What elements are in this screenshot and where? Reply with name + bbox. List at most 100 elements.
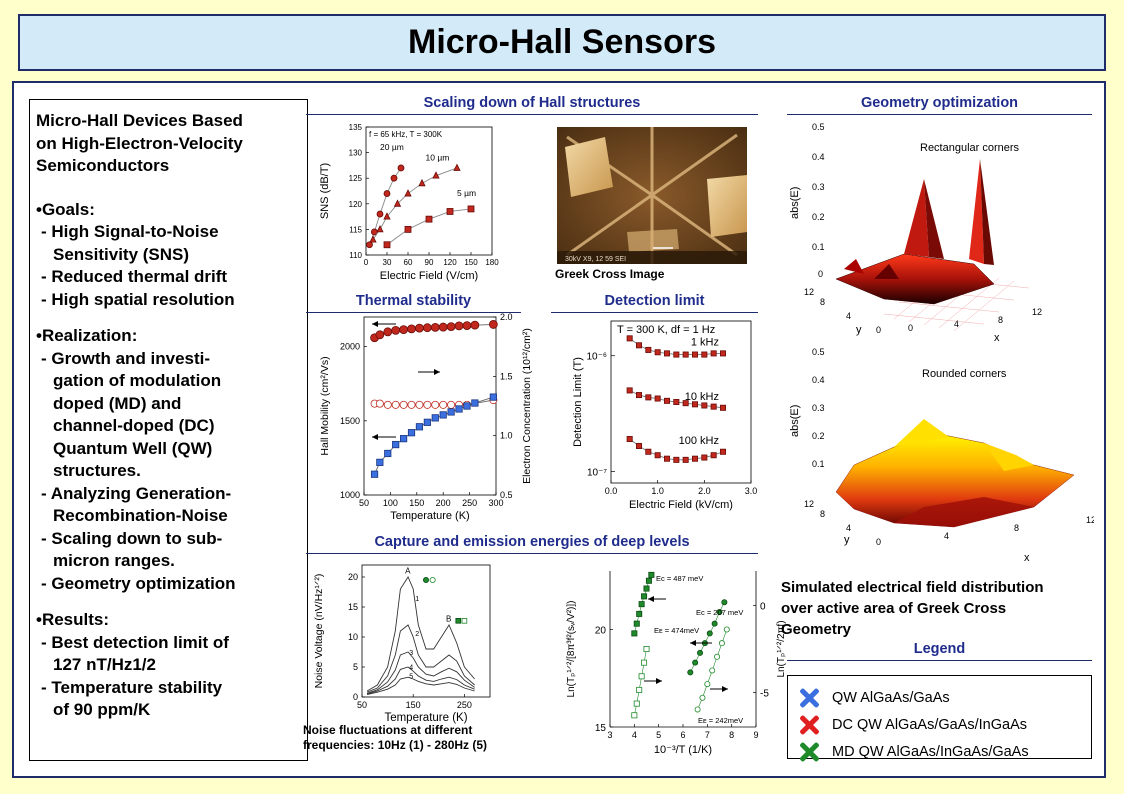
x-tick-label: 3.0 — [745, 486, 758, 496]
legend-item-dc-qw: DC QW AlGaAs/GaAs/InGaAs — [798, 711, 1091, 738]
data-point — [454, 321, 464, 331]
plot-frame — [363, 316, 497, 496]
data-point — [393, 199, 402, 207]
series-label: 10 µm — [426, 152, 450, 162]
data-point — [626, 335, 633, 342]
x-axis-label: Electric Field (kV/cm) — [629, 499, 733, 511]
x-tick-label: 150 — [406, 700, 421, 710]
z-tick: 0.1 — [812, 242, 825, 252]
data-point — [701, 454, 708, 461]
data-point — [488, 320, 498, 329]
curve-label: 2 — [415, 631, 419, 638]
data-point — [626, 387, 633, 394]
x-tick-label: 250 — [462, 498, 477, 508]
plot-label: Rectangular corners — [920, 142, 1020, 154]
data-point — [710, 452, 717, 459]
data-point — [633, 620, 640, 627]
x-axis-label: Temperature (K) — [390, 510, 469, 522]
data-point — [423, 400, 432, 409]
section-title-capture: Capture and emission energies of deep le… — [306, 534, 758, 554]
arrow-head — [372, 321, 378, 327]
data-point — [638, 673, 645, 680]
green-cross-icon — [798, 741, 820, 763]
x-axis-label: Temperature (K) — [384, 712, 467, 724]
data-point — [643, 585, 650, 592]
z-tick: 0.3 — [812, 403, 825, 413]
data-point — [438, 322, 448, 332]
list-item: - Temperature stability of 90 ppm/K — [41, 677, 223, 720]
y-tick-label: 5 — [353, 662, 358, 672]
x-tick-label: 100 — [383, 498, 398, 508]
data-point — [691, 401, 698, 408]
data-point — [392, 440, 400, 449]
series-line — [386, 208, 472, 246]
series-label: 20 µm — [380, 142, 404, 152]
x-tick-label: 7 — [705, 730, 710, 740]
data-point — [431, 414, 439, 422]
noise-caption: Noise fluctuations at different frequenc… — [303, 723, 488, 752]
y-tick-label: 20 — [348, 572, 358, 582]
data-point — [636, 442, 643, 449]
x-tick-label: 60 — [404, 258, 413, 267]
z-tick: 0.3 — [812, 182, 825, 192]
red-cross-icon — [798, 714, 820, 736]
peak-label: A — [405, 566, 411, 575]
y-axis-label: Detection Limit (T) — [572, 357, 584, 447]
section-title-geometry: Geometry optimization — [787, 95, 1092, 115]
data-point — [654, 395, 661, 402]
data-point — [701, 351, 708, 358]
data-point — [384, 449, 392, 458]
y-tick-label: 15 — [595, 723, 607, 734]
realization-title: •Realization: — [36, 326, 138, 345]
data-point — [423, 418, 431, 426]
x-tick-label: 250 — [457, 700, 472, 710]
x-tick-label: 90 — [425, 258, 434, 267]
list-item: - Best detection limit of 127 nT/Hz1/2 — [41, 632, 229, 675]
goals-title: •Goals: — [36, 199, 95, 219]
y-tick: 12 — [804, 287, 814, 297]
x-tick-label: 50 — [359, 498, 369, 508]
greek-cross-caption: Greek Cross Image — [555, 267, 665, 281]
x-axis-label: 10⁻³/T (1/K) — [654, 744, 712, 756]
data-point — [370, 470, 379, 478]
x-axis-label: Electric Field (V/cm) — [380, 270, 478, 282]
data-point — [645, 577, 652, 584]
y-axis-label: Ln(Tₚ¹ᐟ²/[8π³f²(sᵥ/V²)]) — [566, 601, 577, 698]
data-point — [654, 349, 661, 356]
data-point — [383, 327, 393, 337]
arrow-head — [648, 596, 654, 602]
x-tick-label: 4 — [632, 730, 637, 740]
y2-tick-label: -5 — [760, 688, 769, 699]
data-point — [633, 700, 640, 707]
data-point — [376, 458, 384, 466]
list-item: - High spatial resolution — [41, 289, 235, 309]
summary-heading: Micro-Hall Devices Based on High-Electro… — [36, 111, 243, 175]
section-title-scaling: Scaling down of Hall structures — [306, 95, 758, 115]
x-tick-label: 150 — [409, 498, 424, 508]
surface-plot-rounded: 0.5 0.4 0.3 0.2 0.1 12 8 4 0 4 8 12 y x … — [789, 347, 1094, 564]
data-point — [697, 649, 704, 656]
data-point — [400, 435, 408, 443]
y2-tick-label: 0.5 — [500, 490, 513, 500]
data-point — [710, 350, 717, 357]
data-point — [415, 323, 424, 333]
data-point — [415, 400, 424, 409]
series-label: 10 kHz — [685, 391, 719, 403]
x-tick-label: 300 — [488, 498, 503, 508]
x-tick-label: 5 — [656, 730, 661, 740]
y-tick-label: 20 — [595, 626, 607, 637]
data-point — [447, 408, 455, 416]
data-point — [407, 324, 416, 334]
x-tick-label: 50 — [357, 700, 367, 710]
data-point — [431, 400, 440, 409]
data-point — [716, 608, 723, 615]
series-line — [366, 576, 475, 692]
data-point — [701, 402, 708, 409]
curve-label: 4 — [409, 664, 413, 671]
curve-label: 5 — [409, 673, 413, 680]
y2-tick-label: 0 — [760, 602, 766, 613]
z-tick: 0.4 — [812, 375, 825, 385]
y-tick-label: 135 — [349, 123, 363, 132]
legend-item-qw: QW AlGaAs/GaAs — [798, 684, 1091, 711]
z-axis-label: abs(E) — [789, 405, 801, 437]
